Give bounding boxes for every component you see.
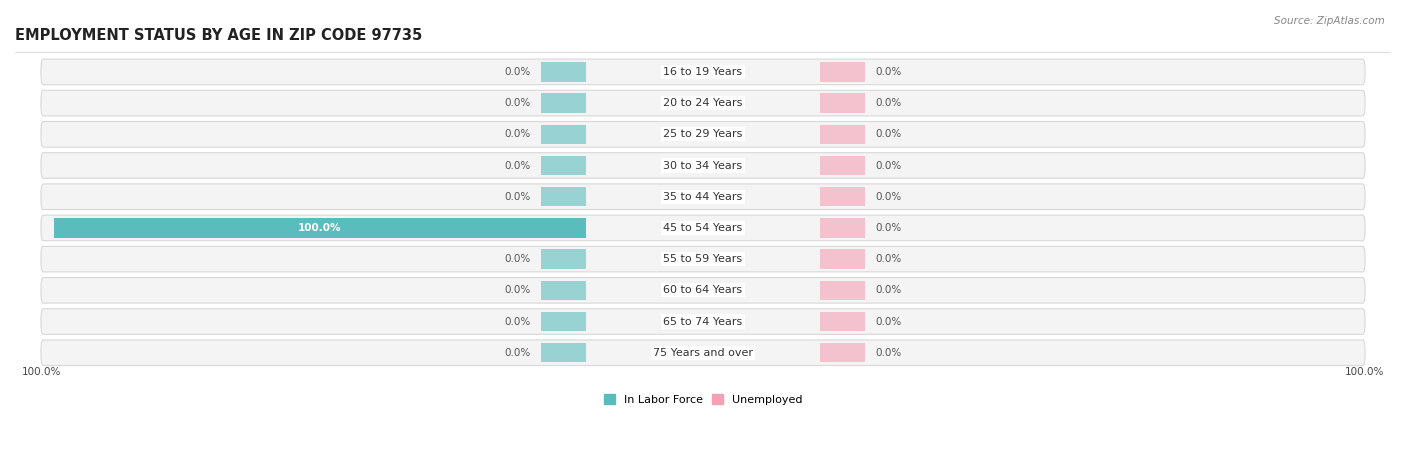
Text: 100.0%: 100.0% [1346, 367, 1385, 377]
Text: 16 to 19 Years: 16 to 19 Years [664, 67, 742, 77]
Text: 55 to 59 Years: 55 to 59 Years [664, 254, 742, 264]
FancyBboxPatch shape [41, 215, 1365, 241]
FancyBboxPatch shape [41, 122, 1365, 147]
Bar [53, 218, 586, 238]
Text: 0.0%: 0.0% [505, 67, 531, 77]
Legend: In Labor Force, Unemployed: In Labor Force, Unemployed [599, 390, 807, 409]
Text: 35 to 44 Years: 35 to 44 Years [664, 192, 742, 202]
FancyBboxPatch shape [41, 340, 1365, 365]
Bar [820, 281, 865, 300]
Text: 0.0%: 0.0% [875, 285, 901, 295]
Text: 0.0%: 0.0% [505, 129, 531, 140]
Bar [820, 187, 865, 207]
Text: 0.0%: 0.0% [505, 254, 531, 264]
Text: EMPLOYMENT STATUS BY AGE IN ZIP CODE 97735: EMPLOYMENT STATUS BY AGE IN ZIP CODE 977… [15, 28, 422, 44]
Text: 0.0%: 0.0% [505, 348, 531, 358]
FancyBboxPatch shape [41, 184, 1365, 210]
Bar [541, 156, 586, 175]
FancyBboxPatch shape [41, 59, 1365, 85]
Text: 100.0%: 100.0% [21, 367, 60, 377]
Bar [820, 125, 865, 144]
Text: 0.0%: 0.0% [875, 254, 901, 264]
Bar [541, 249, 586, 269]
Text: 0.0%: 0.0% [875, 192, 901, 202]
Text: 65 to 74 Years: 65 to 74 Years [664, 316, 742, 327]
Bar [541, 281, 586, 300]
Text: 0.0%: 0.0% [505, 316, 531, 327]
Bar [541, 187, 586, 207]
Text: Source: ZipAtlas.com: Source: ZipAtlas.com [1274, 16, 1385, 26]
Text: 0.0%: 0.0% [505, 192, 531, 202]
Text: 0.0%: 0.0% [875, 67, 901, 77]
Bar [820, 312, 865, 331]
Bar [820, 249, 865, 269]
Bar [820, 343, 865, 362]
Bar [541, 312, 586, 331]
FancyBboxPatch shape [41, 153, 1365, 178]
Bar [820, 94, 865, 113]
Text: 0.0%: 0.0% [875, 348, 901, 358]
Bar [541, 125, 586, 144]
Text: 25 to 29 Years: 25 to 29 Years [664, 129, 742, 140]
Text: 75 Years and over: 75 Years and over [652, 348, 754, 358]
Text: 0.0%: 0.0% [875, 98, 901, 108]
Text: 100.0%: 100.0% [298, 223, 342, 233]
Bar [820, 156, 865, 175]
Bar [820, 218, 865, 238]
Text: 0.0%: 0.0% [505, 161, 531, 171]
Text: 0.0%: 0.0% [505, 98, 531, 108]
Text: 0.0%: 0.0% [875, 161, 901, 171]
FancyBboxPatch shape [41, 309, 1365, 334]
Bar [541, 62, 586, 81]
Text: 30 to 34 Years: 30 to 34 Years [664, 161, 742, 171]
FancyBboxPatch shape [41, 278, 1365, 303]
FancyBboxPatch shape [41, 90, 1365, 116]
Text: 45 to 54 Years: 45 to 54 Years [664, 223, 742, 233]
Text: 0.0%: 0.0% [875, 316, 901, 327]
Text: 0.0%: 0.0% [875, 223, 901, 233]
FancyBboxPatch shape [41, 246, 1365, 272]
Bar [820, 62, 865, 81]
Text: 60 to 64 Years: 60 to 64 Years [664, 285, 742, 295]
Bar [541, 343, 586, 362]
Text: 0.0%: 0.0% [875, 129, 901, 140]
Bar [541, 94, 586, 113]
Text: 20 to 24 Years: 20 to 24 Years [664, 98, 742, 108]
Text: 0.0%: 0.0% [505, 285, 531, 295]
